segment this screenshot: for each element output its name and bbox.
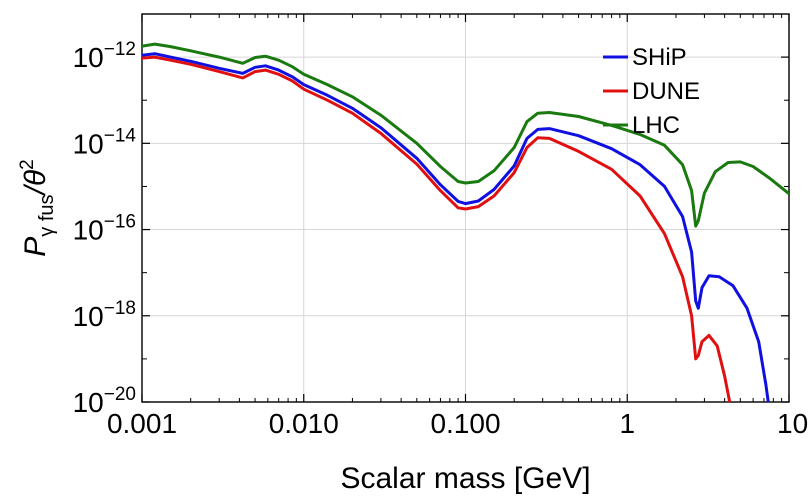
x-tick-label: 10: [777, 408, 808, 439]
x-tick-label: 0.100: [430, 408, 500, 439]
axis-ticks: [141, 14, 790, 403]
x-tick-label: 0.001: [107, 408, 177, 439]
y-tick-label: 10−16: [73, 212, 136, 246]
y-tick-label: 10−20: [73, 384, 136, 418]
series-line-lhc: [142, 42, 789, 228]
legend: SHiP DUNE LHC: [603, 44, 700, 139]
y-tick-label: 10−18: [73, 298, 136, 332]
series-line-dune: [142, 55, 732, 402]
x-axis-title: Scalar mass [GeV]: [340, 462, 590, 495]
axis-tick-labels: 0.001 0.010 0.100 1 10 10−12 10−14 10−16 10−18 10…: [73, 39, 809, 439]
legend-label-lhc: LHC: [632, 112, 680, 139]
y-axis-title: Pγ fus/θ2: [17, 159, 58, 256]
y-tick-label: 10−12: [73, 39, 136, 73]
legend-label-dune: DUNE: [632, 78, 700, 105]
x-tick-label: 0.010: [269, 408, 339, 439]
legend-label-ship: SHiP: [632, 44, 687, 71]
series-line-ship: [142, 52, 770, 402]
y-tick-label: 10−14: [73, 125, 137, 159]
x-tick-label: 1: [619, 408, 635, 439]
series-lines: [142, 42, 789, 402]
